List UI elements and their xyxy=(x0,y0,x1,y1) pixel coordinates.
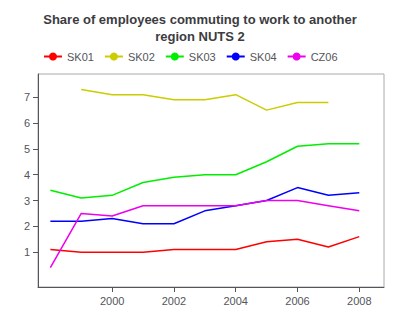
svg-text:2006: 2006 xyxy=(285,295,309,307)
svg-text:SK03: SK03 xyxy=(189,51,216,63)
svg-text:2002: 2002 xyxy=(162,295,186,307)
svg-text:SK01: SK01 xyxy=(67,51,94,63)
svg-text:2000: 2000 xyxy=(100,295,124,307)
svg-text:2: 2 xyxy=(24,220,30,232)
svg-text:3: 3 xyxy=(24,195,30,207)
svg-text:2004: 2004 xyxy=(223,295,247,307)
svg-text:1: 1 xyxy=(24,246,30,258)
svg-text:6: 6 xyxy=(24,117,30,129)
svg-text:7: 7 xyxy=(24,91,30,103)
svg-text:Share of employees commuting t: Share of employees commuting to work to … xyxy=(43,12,357,27)
svg-text:4: 4 xyxy=(24,169,30,181)
svg-text:5: 5 xyxy=(24,143,30,155)
svg-text:2008: 2008 xyxy=(347,295,371,307)
svg-text:region NUTS 2: region NUTS 2 xyxy=(155,29,245,44)
svg-text:SK04: SK04 xyxy=(250,51,277,63)
svg-text:CZ06: CZ06 xyxy=(311,51,338,63)
svg-text:SK02: SK02 xyxy=(128,51,155,63)
